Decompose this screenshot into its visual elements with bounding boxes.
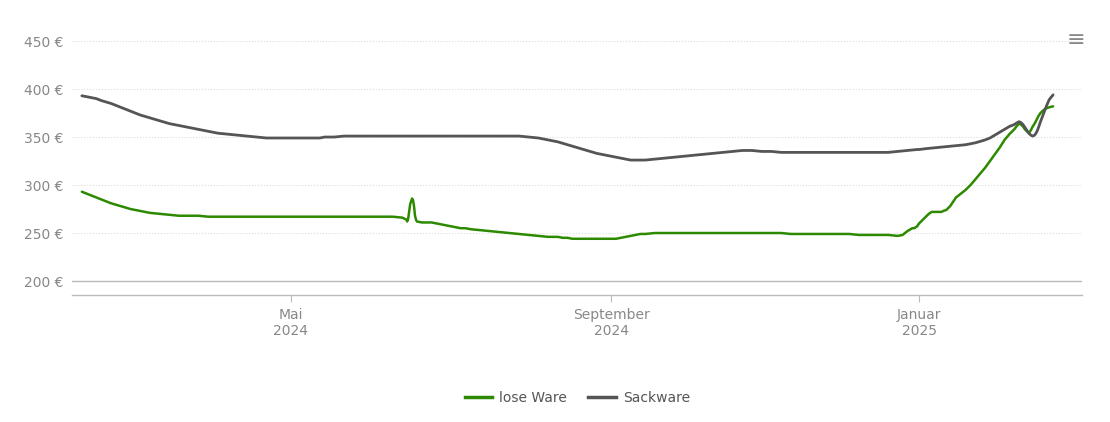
Legend: lose Ware, Sackware: lose Ware, Sackware [460, 386, 695, 411]
Text: ≡: ≡ [1067, 30, 1086, 49]
